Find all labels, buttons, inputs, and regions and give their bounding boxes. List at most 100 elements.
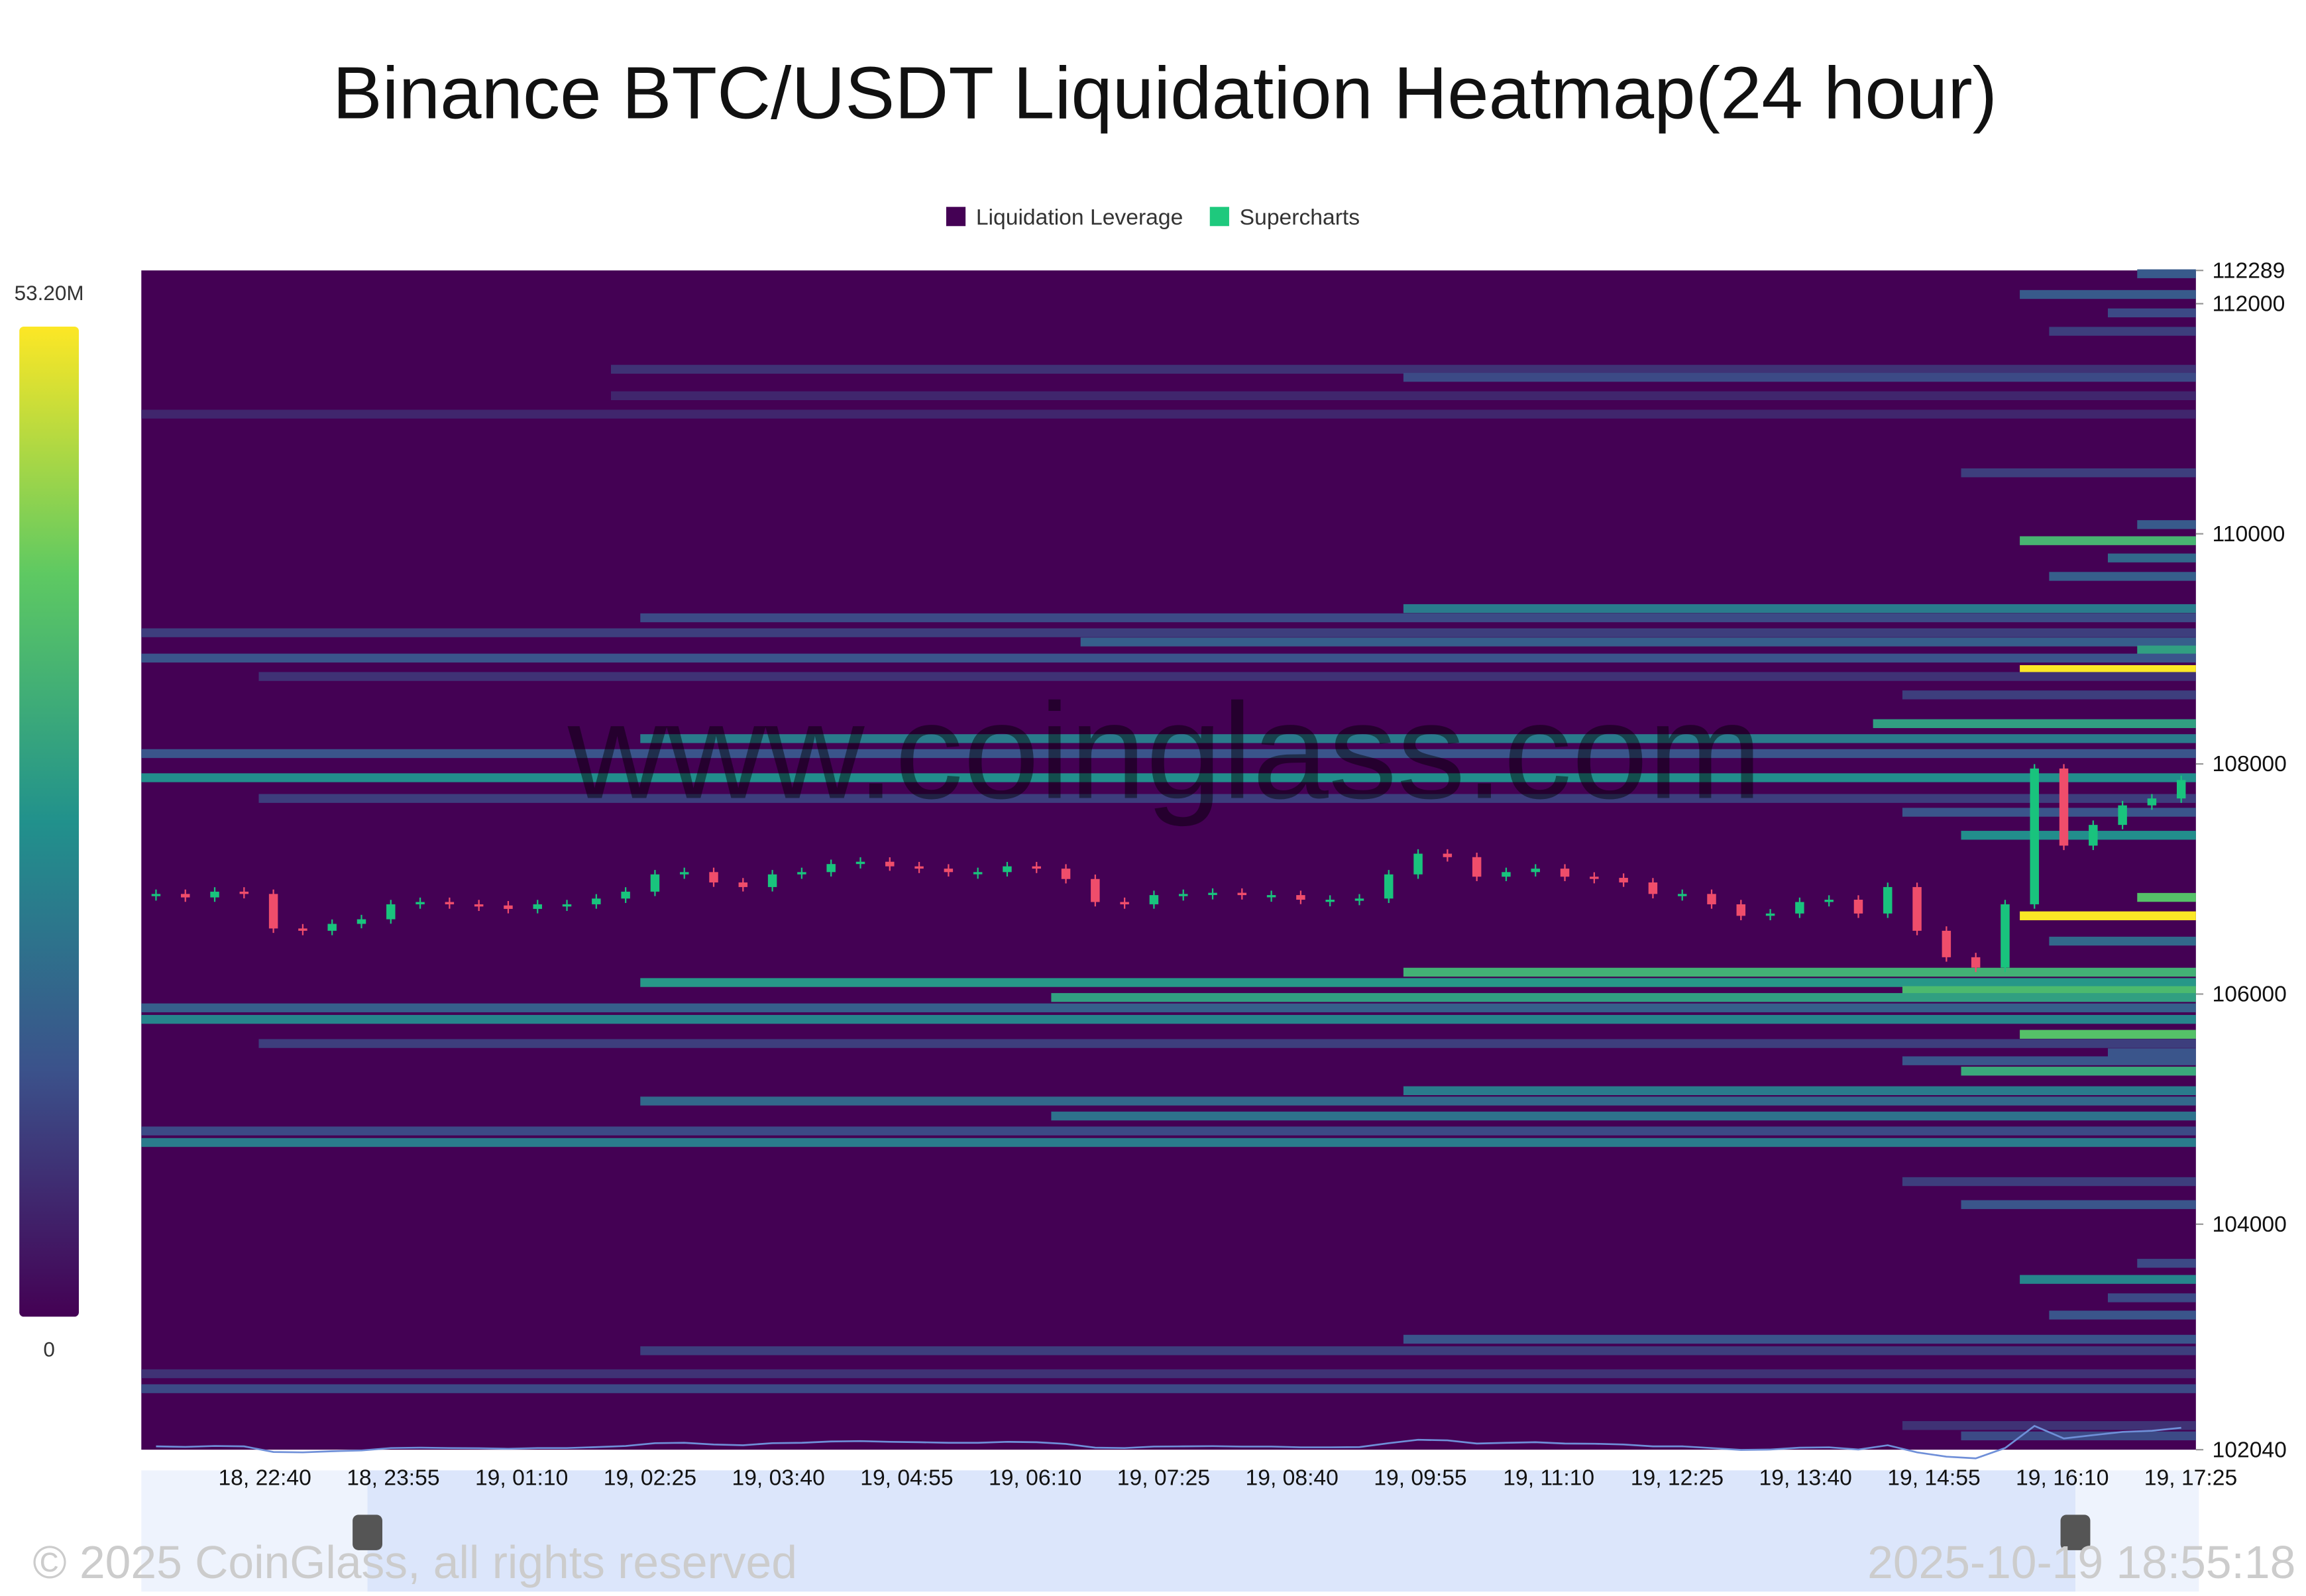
chart-title: Binance BTC/USDT Liquidation Heatmap(24 … [333, 52, 1997, 134]
liquidation-band [1961, 1431, 2196, 1441]
candle [1883, 886, 1893, 914]
liquidation-band [141, 773, 2196, 782]
candle [562, 904, 572, 907]
liquidation-band [2020, 911, 2196, 921]
candle [1677, 894, 1687, 896]
x-tick-label: 19, 03:40 [732, 1466, 824, 1491]
liquidation-band [141, 1369, 2196, 1379]
candle [415, 902, 425, 904]
candle [1824, 900, 1834, 902]
candle [1648, 882, 1658, 894]
liquidation-band [1051, 992, 2196, 1002]
liquidation-band [2107, 1293, 2196, 1303]
candle [180, 894, 190, 898]
watermark: www.coinglass.com [567, 675, 1762, 827]
candle [1971, 957, 1981, 968]
liquidation-band [640, 613, 2196, 623]
liquidation-band [2137, 269, 2196, 278]
candle [1413, 853, 1423, 875]
navigator-handle[interactable] [2060, 1515, 2091, 1550]
candle [914, 866, 924, 869]
candle [650, 874, 660, 892]
navigator-window [367, 1470, 2076, 1592]
x-tick-label: 19, 17:25 [2144, 1466, 2237, 1491]
liquidation-band [2020, 536, 2196, 545]
candle [1091, 878, 1100, 902]
candle [151, 894, 161, 896]
footer-copyright: © 2025 CoinGlass, all rights reserved [32, 1536, 797, 1588]
candle [1560, 869, 1570, 877]
legend-swatch [1209, 207, 1229, 227]
x-tick-label: 19, 14:55 [1887, 1466, 1980, 1491]
x-tick-label: 19, 01:10 [475, 1466, 568, 1491]
candle [1853, 900, 1863, 914]
liquidation-band [258, 794, 2196, 803]
x-tick-label: 19, 09:55 [1374, 1466, 1466, 1491]
candle [2176, 780, 2186, 799]
candle [1237, 892, 1247, 896]
liquidation-band [141, 1384, 2196, 1393]
candle [2147, 798, 2157, 806]
candle [1208, 892, 1217, 895]
y-tick-label: 112000 [2213, 292, 2285, 317]
color-max-label: 53.20M [15, 282, 84, 305]
liquidation-band [2137, 645, 2196, 655]
liquidation-band [1051, 1111, 2196, 1121]
candle [592, 898, 601, 904]
candle [973, 872, 983, 875]
candle [738, 882, 748, 887]
candle [1765, 913, 1775, 916]
liquidation-band [1902, 986, 2196, 995]
candle [445, 902, 455, 904]
liquidation-band [2107, 1048, 2196, 1057]
navigator-handle[interactable] [353, 1515, 383, 1550]
candle [1032, 866, 1041, 869]
liquidation-band [1403, 967, 2196, 977]
legend-label: Supercharts [1240, 205, 1360, 230]
liquidation-band [141, 628, 2196, 637]
liquidation-band [141, 653, 2196, 663]
liquidation-band [1902, 1056, 2196, 1065]
liquidation-band [1873, 719, 2196, 728]
candle [1942, 930, 1951, 957]
liquidation-band [1902, 1177, 2196, 1187]
liquidation-band [1961, 1200, 2196, 1209]
liquidation-band [2107, 308, 2196, 317]
candle [1736, 904, 1746, 916]
candle [767, 874, 777, 887]
candle [1325, 900, 1335, 902]
x-tick-label: 18, 22:40 [218, 1466, 311, 1491]
liquidation-band [141, 1126, 2196, 1136]
liquidation-band [141, 749, 2196, 759]
x-tick-label: 19, 04:55 [860, 1466, 953, 1491]
candle [298, 928, 307, 931]
liquidation-band [2049, 572, 2196, 581]
candle [1590, 877, 1599, 879]
candle [885, 861, 895, 867]
candle [1384, 874, 1394, 899]
y-tick-label: 110000 [2213, 522, 2285, 547]
liquidation-band [1961, 468, 2196, 478]
navigator-line [156, 1424, 2181, 1460]
liquidation-band [1961, 831, 2196, 840]
x-tick-label: 19, 16:10 [2016, 1466, 2109, 1491]
candle [1531, 869, 1540, 873]
liquidation-band [2137, 1259, 2196, 1268]
heatmap-background [141, 270, 2196, 1450]
liquidation-band [640, 734, 2196, 743]
candle [1795, 902, 1804, 914]
candle [855, 861, 865, 865]
liquidation-band [2137, 892, 2196, 902]
candle [504, 905, 513, 909]
candle [239, 891, 249, 894]
candle [1619, 878, 1628, 882]
candle [2059, 769, 2069, 846]
x-tick-label: 19, 08:40 [1246, 1466, 1339, 1491]
candle [1472, 857, 1482, 877]
y-tick-label: 106000 [2213, 983, 2287, 1007]
candle [1296, 895, 1305, 900]
liquidation-band [640, 1096, 2196, 1106]
candle [797, 872, 806, 875]
liquidation-band [610, 391, 2196, 401]
